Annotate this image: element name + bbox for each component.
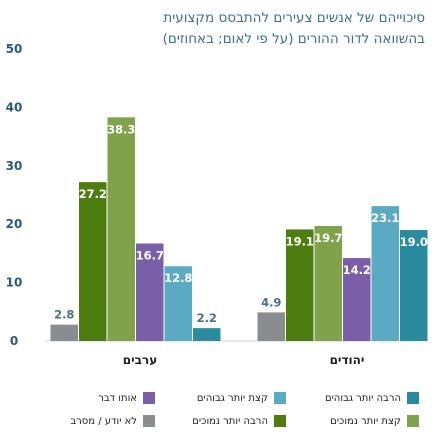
y-tick-label: 50 <box>6 42 23 56</box>
legend-swatch <box>407 415 419 427</box>
bar <box>314 225 342 341</box>
y-tick-label: 0 <box>10 334 18 348</box>
y-tick-label: 10 <box>6 276 23 290</box>
legend-label: קצת יותר נמוכים <box>330 415 401 427</box>
bar-value-label: 19.0 <box>400 235 428 249</box>
bar-value-label: 2.8 <box>54 308 74 322</box>
bar <box>50 324 78 341</box>
bar-value-label: 14.2 <box>343 263 371 277</box>
chart-legend: הרבה יותר גבוהים קצת יותר גבוהים אותו דבר ק… <box>0 380 437 436</box>
chart-title-line-2: בהשוואה לדור ההורים (על פי לאום; באחוזים… <box>162 31 425 47</box>
y-tick-label: 20 <box>6 217 23 231</box>
legend-item: הרבה יותר נמוכים <box>192 413 286 429</box>
bar-value-label: 16.7 <box>136 248 164 262</box>
legend-label: קצת יותר גבוהים <box>196 392 268 404</box>
legend-item: קצת יותר נמוכים <box>330 413 419 429</box>
category-label: ערבים <box>123 353 157 367</box>
bar-value-label: 19.7 <box>314 231 342 245</box>
y-tick-label: 30 <box>6 159 23 173</box>
bar-value-label: 12.8 <box>164 271 192 285</box>
legend-label: הרבה יותר גבוהים <box>324 392 401 404</box>
legend-item: אותו דבר <box>98 390 155 406</box>
bar <box>193 328 221 341</box>
bar <box>79 182 107 341</box>
chart-title-line-1: סיכוייהם של אנשים צעירים להתבסס מקצועית <box>163 10 425 26</box>
bar-value-label: 2.2 <box>197 311 217 325</box>
bar <box>257 312 285 341</box>
legend-label: הרבה יותר נמוכים <box>192 415 268 427</box>
bar-value-label: 23.1 <box>371 211 399 225</box>
bar-value-label: 4.9 <box>261 295 281 309</box>
legend-swatch <box>274 392 286 404</box>
legend-item: קצת יותר גבוהים <box>197 390 286 406</box>
legend-label: אותו דבר <box>98 392 137 404</box>
bar <box>371 206 399 341</box>
legend-swatch <box>407 392 419 404</box>
bar <box>400 230 428 341</box>
bar <box>136 243 164 341</box>
legend-swatch <box>274 415 286 427</box>
bar <box>286 229 314 341</box>
bar-value-label: 38.3 <box>107 122 135 136</box>
legend-label: לא יודע / מסרב <box>70 415 137 427</box>
legend-swatch <box>143 415 155 427</box>
category-label: יהודים <box>330 353 365 367</box>
bar <box>164 266 192 341</box>
legend-swatch <box>143 392 155 404</box>
bar <box>343 258 371 341</box>
bar <box>107 117 135 341</box>
legend-item: לא יודע / מסרב <box>70 413 155 429</box>
bar-value-label: 27.2 <box>79 187 107 201</box>
bar-chart: 0 10 20 30 40 50 19.023.1 14.2 19.719.1 4.9 יהודים… <box>6 42 428 367</box>
y-tick-label: 40 <box>6 100 23 114</box>
legend-item: הרבה יותר גבוהים <box>325 390 419 406</box>
bar-value-label: 19.1 <box>286 234 314 248</box>
